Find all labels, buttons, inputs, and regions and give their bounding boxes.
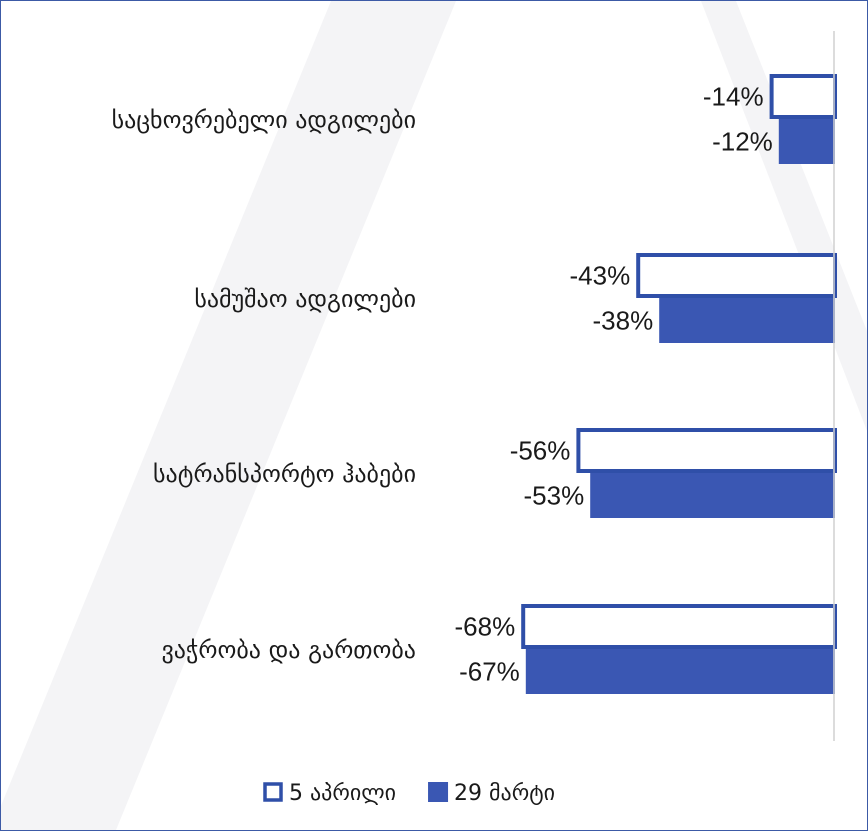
bar-series-2-4 [525,649,835,694]
value-label-series-2-1: -12% [712,127,773,157]
bar-series-1-2 [636,253,838,298]
watermark-stripe-left [1,1,456,830]
watermark-stripe-right [701,1,867,431]
legend-swatch-outline [263,782,283,802]
legend-swatch-filled [428,782,449,802]
value-label-series-1-3: -56% [510,436,571,466]
value-label-series-1-2: -43% [569,261,630,291]
bar-series-1-1 [769,74,837,119]
value-label-series-2-3: -53% [523,481,584,511]
category-label-1: საცხოვრებელი ადგილები [112,106,416,134]
bar-series-1-4 [521,604,837,649]
bar-series-1-3 [576,428,838,473]
value-label-series-2-4: -67% [459,657,520,687]
value-label-series-2-2: -38% [592,306,653,336]
bar-series-2-2 [659,298,835,343]
legend-label-2: 29 მარტი [454,781,555,806]
legend: 5 აპრილი 29 მარტი [263,781,555,806]
bar-series-2-1 [778,119,835,164]
legend-label-1: 5 აპრილი [289,781,396,806]
bar-series-2-3 [590,473,835,518]
category-label-2: სამუშაო ადგილები [194,285,416,313]
value-label-series-1-4: -68% [454,612,515,642]
value-label-series-1-1: -14% [703,82,764,112]
category-label-3: სატრანსპორტო ჰაბები [153,460,416,488]
category-label-4: ვაჭრობა და გართობა [161,636,416,664]
